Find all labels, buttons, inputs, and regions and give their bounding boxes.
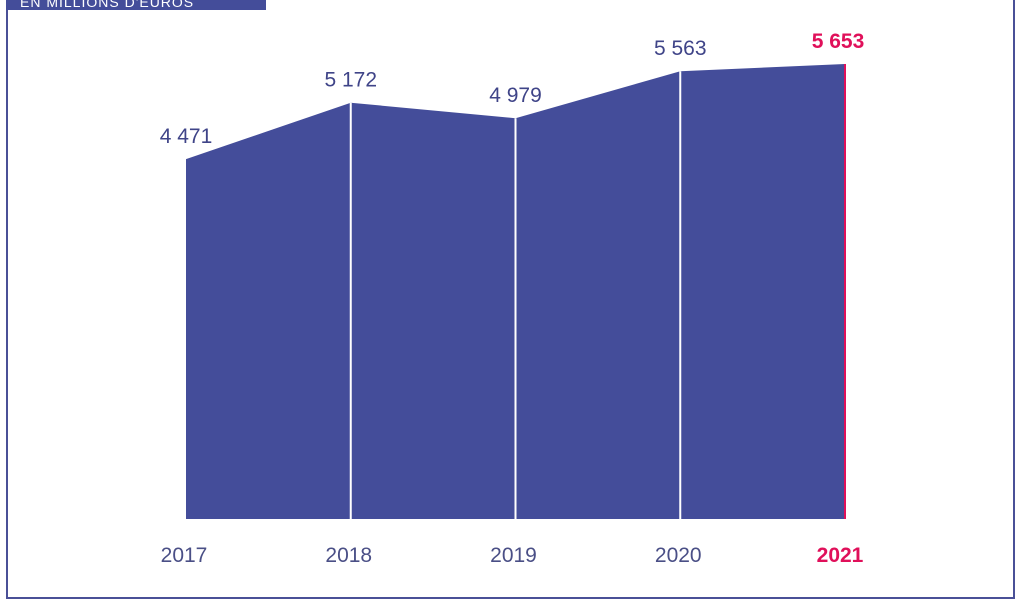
chart-frame bbox=[6, 0, 1015, 599]
value-labels: 4 471 5 172 4 979 5 563 5 653 bbox=[160, 30, 865, 148]
x-tick-labels: 2017 2018 2019 2020 2021 bbox=[161, 544, 864, 567]
area-segment-2018-2019 bbox=[350, 102, 516, 519]
value-label-2020: 5 563 bbox=[654, 37, 707, 60]
unit-label: EN MILLIONS D'EUROS bbox=[20, 0, 195, 10]
area-segment-2020-2021 bbox=[680, 64, 845, 519]
unit-label-tab: EN MILLIONS D'EUROS bbox=[6, 0, 266, 10]
area-segment-2019-2020 bbox=[515, 71, 681, 519]
x-tick-label-2020: 2020 bbox=[655, 544, 702, 567]
x-tick-label-2021: 2021 bbox=[817, 544, 864, 567]
value-label-2019: 4 979 bbox=[489, 84, 542, 107]
value-label-2021: 5 653 bbox=[812, 30, 865, 53]
area-layer bbox=[186, 64, 845, 519]
value-label-2018: 5 172 bbox=[324, 69, 377, 92]
x-tick-label-2018: 2018 bbox=[325, 544, 372, 567]
value-label-2017: 4 471 bbox=[160, 125, 213, 148]
x-tick-label-2017: 2017 bbox=[161, 544, 208, 567]
x-tick-label-2019: 2019 bbox=[490, 544, 537, 567]
divider-layer bbox=[349, 64, 846, 519]
area-segment-2017-2018 bbox=[186, 102, 351, 519]
